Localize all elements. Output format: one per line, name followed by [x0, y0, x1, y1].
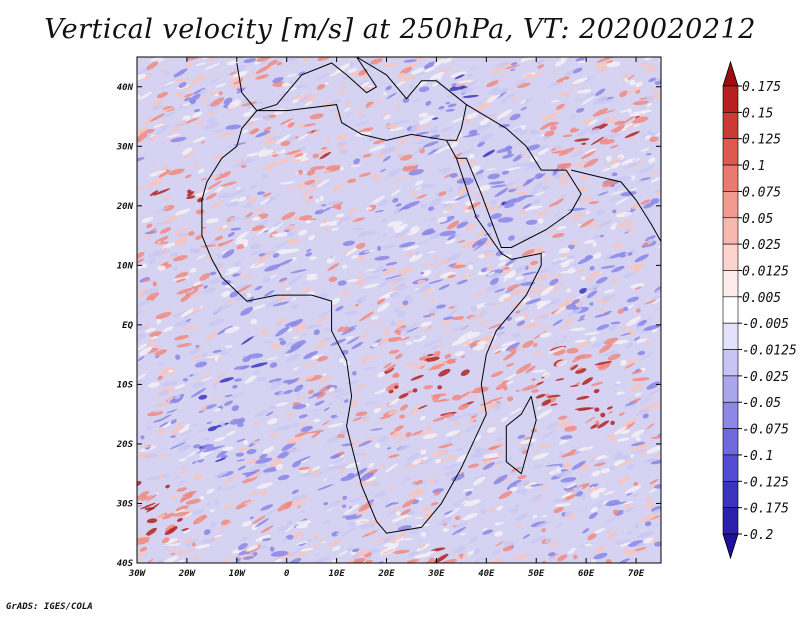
lon-tick-label: 70E [628, 569, 645, 579]
map-frame [136, 56, 662, 564]
colorbar-bin [722, 243, 739, 271]
colorbar-label: -0.125 [742, 475, 789, 490]
colorbar-bin [722, 375, 739, 403]
lon-tick-label: 30E [427, 569, 445, 579]
colorbar-label: 0.075 [742, 185, 781, 200]
asia-coastline [571, 169, 661, 242]
colorbar-bin [722, 349, 739, 377]
lon-tick-label: 40E [478, 569, 495, 579]
colorbar-bin [722, 112, 739, 140]
lon-tick-label: 10E [328, 569, 345, 579]
colorbar-bin [722, 138, 739, 166]
colorbar-bin [722, 164, 739, 192]
colorbar-bin [722, 401, 739, 429]
lon-tick-label: 20W [178, 569, 197, 579]
colorbar-label: -0.1 [742, 449, 773, 464]
colorbar-bin [722, 454, 739, 482]
lat-tick-label: 30S [116, 499, 134, 509]
chart-title: Vertical velocity [m/s] at 250hPa, VT: 2… [44, 14, 756, 45]
colorbar-label: -0.2 [742, 528, 773, 543]
colorbar-max-arrow [722, 60, 739, 87]
lon-tick-label: 0 [284, 569, 290, 579]
colorbar-bin [722, 191, 739, 219]
colorbar-label: -0.175 [742, 502, 789, 517]
colorbar-bin [722, 85, 739, 113]
footer-credit: GrADS: IGES/COLA [6, 602, 93, 612]
colorbar-bin [722, 507, 739, 535]
colorbar-bin [722, 322, 739, 350]
lat-tick-label: 20S [116, 440, 134, 450]
colorbar-bin [722, 296, 739, 324]
colorbar-bin [722, 480, 739, 508]
colorbar-label: -0.025 [742, 370, 789, 385]
coastline-layer [201, 57, 661, 534]
lon-tick-label: 20E [377, 569, 395, 579]
colorbar-label: 0.0125 [742, 264, 789, 279]
lon-tick-label: 10W [229, 569, 247, 579]
colorbar-label: 0.005 [742, 291, 781, 306]
lat-tick-label: 20N [116, 202, 134, 212]
lon-tick-label: 60E [578, 569, 595, 579]
colorbar-label: -0.0125 [742, 344, 797, 359]
colorbar-bin [722, 428, 739, 456]
lat-tick-label: EQ [122, 321, 133, 331]
colorbar-label: 0.1 [742, 159, 765, 174]
colorbar-label: 0.175 [742, 80, 781, 95]
lat-tick-label: 40S [117, 559, 134, 569]
colorbar-label: 0.05 [742, 212, 773, 227]
colorbar-bin [722, 270, 739, 298]
colorbar-min-arrow [722, 533, 739, 560]
africa-coastline [201, 104, 542, 534]
lon-tick-label: 30W [128, 569, 147, 579]
europe-coastline [236, 57, 467, 141]
arabia-coastline [456, 104, 582, 248]
colorbar-label: 0.15 [742, 106, 773, 121]
lat-tick-label: 10N [117, 261, 134, 271]
velocity-field [137, 57, 661, 563]
colorbar-bin [722, 217, 739, 245]
colorbar-label: -0.075 [742, 423, 789, 438]
madagascar-coastline [505, 396, 537, 475]
colorbar-label: -0.05 [742, 396, 781, 411]
colorbar-label: 0.125 [742, 133, 781, 148]
lat-tick-label: 40N [117, 83, 134, 93]
lon-tick-label: 50E [528, 569, 545, 579]
map-axes: 30W 20W 10W 0 10E 20E 30E 40E 50E 60E 70E 40N 30N 20N… [116, 57, 661, 579]
colorbar: 0.175 0.15 0.125 0.1 0.075 0.05 0.025 0.0125 0.0… [722, 60, 797, 560]
lat-tick-label: 10S [117, 380, 134, 390]
colorbar-label: -0.005 [742, 317, 789, 332]
lat-tick-label: 30N [116, 142, 134, 152]
colorbar-label: 0.025 [742, 238, 781, 253]
